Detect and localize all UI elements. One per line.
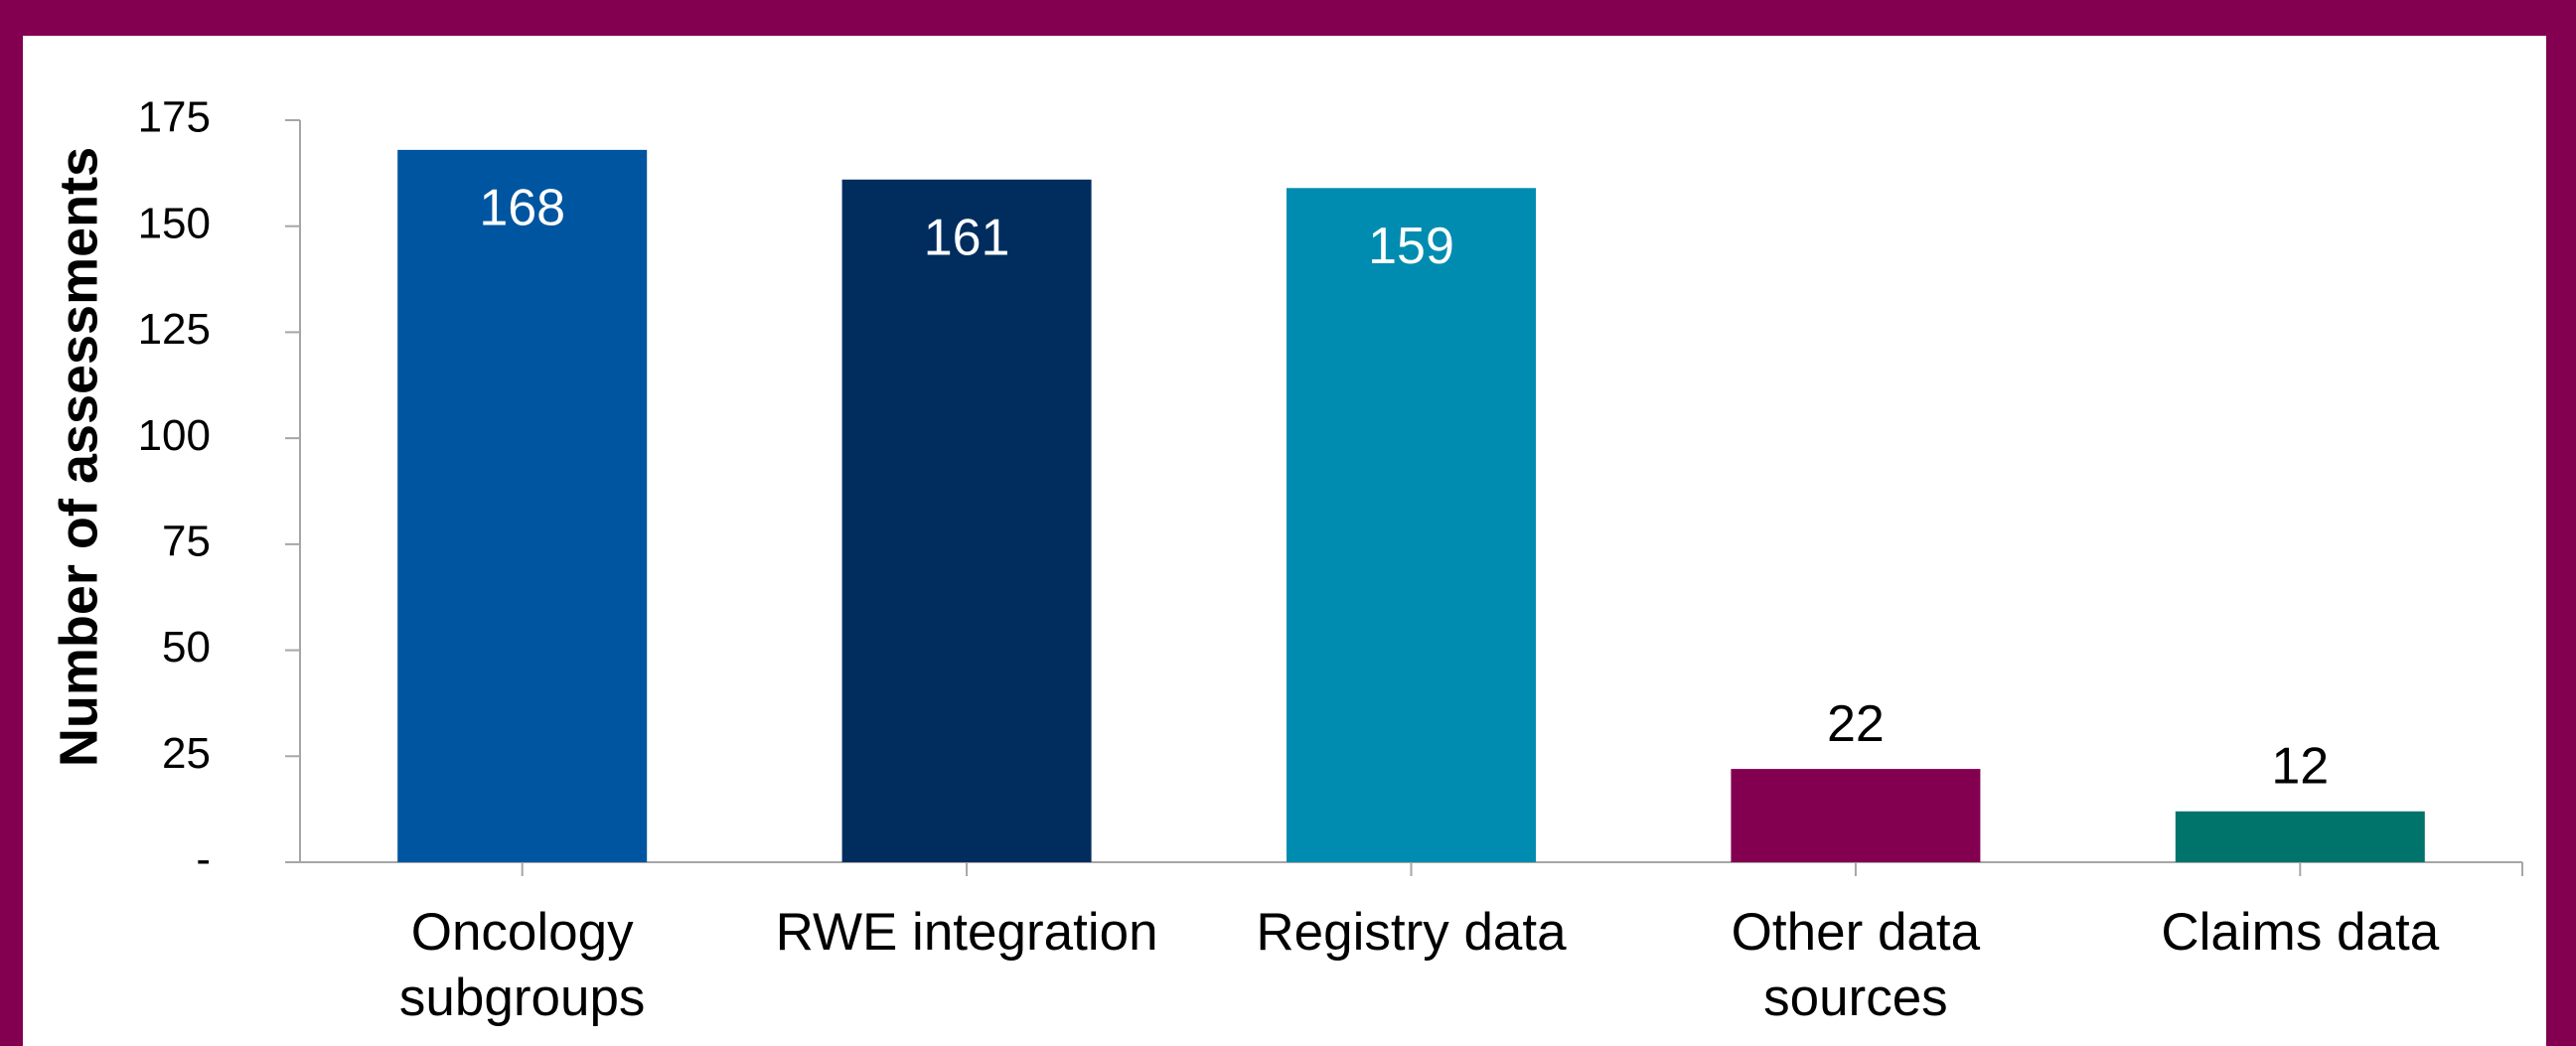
x-tick-label: RWE integration: [775, 903, 1158, 962]
y-tick-label: 150: [138, 199, 211, 247]
x-tick-label: Oncology subgroups: [398, 903, 646, 1027]
data-label: 161: [924, 209, 1010, 266]
y-axis-title: Number of assessments: [49, 147, 108, 767]
y-tick-label: 125: [138, 305, 211, 354]
y-tick-label: 75: [162, 517, 211, 565]
bar: [397, 149, 648, 862]
data-label: 168: [479, 180, 565, 237]
bar: [841, 179, 1092, 862]
bar: [2175, 811, 2425, 862]
bar: [1731, 769, 1981, 862]
y-tick-label: 100: [138, 411, 211, 460]
y-tick-label: 50: [162, 623, 211, 672]
data-label: 159: [1368, 218, 1454, 275]
bar: [1287, 188, 1536, 863]
data-label: 12: [2271, 738, 2329, 796]
x-tick-label: Registry data: [1256, 903, 1567, 962]
y-tick-label: 175: [138, 93, 211, 142]
data-label: 22: [1827, 695, 1885, 753]
y-tick-label: -: [196, 835, 211, 884]
x-tick-label: Other data sources: [1731, 903, 1981, 1027]
x-tick-label: Claims data: [2161, 903, 2440, 962]
y-tick-label: 25: [162, 729, 211, 778]
